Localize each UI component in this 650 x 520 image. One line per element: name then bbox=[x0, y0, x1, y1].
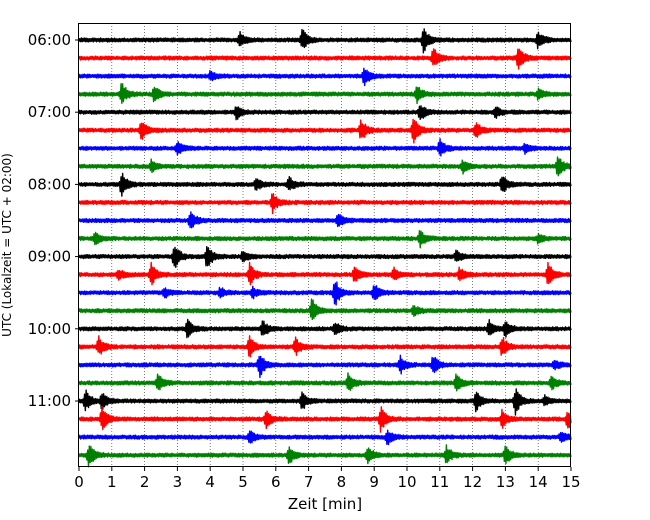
seismogram-trace bbox=[78, 118, 572, 144]
seismogram-trace bbox=[78, 211, 572, 229]
x-tick-label: 4 bbox=[205, 473, 215, 491]
x-axis: 0 1 2 3 4 5 6 7 8 9 10 11 12 13 14 15 bbox=[74, 467, 581, 491]
seismogram-trace bbox=[78, 372, 572, 392]
x-tick-label: 9 bbox=[369, 473, 379, 491]
x-tick-label: 8 bbox=[337, 473, 347, 491]
seismogram-trace bbox=[78, 405, 572, 433]
seismogram-trace bbox=[78, 318, 572, 339]
x-tick-label: 5 bbox=[238, 473, 248, 491]
seismogram-trace bbox=[78, 298, 572, 321]
seismogram-traces bbox=[78, 28, 572, 468]
seismogram-trace bbox=[78, 281, 572, 306]
y-tick-label: 06:00 bbox=[28, 31, 71, 49]
seismogram-trace bbox=[78, 261, 572, 286]
seismogram-trace bbox=[78, 193, 572, 215]
seismogram-trace bbox=[78, 429, 572, 446]
seismogram-trace bbox=[78, 229, 572, 249]
seismogram-trace bbox=[78, 83, 572, 105]
x-axis-label: Zeit [min] bbox=[288, 495, 362, 513]
x-tick-label: 2 bbox=[140, 473, 150, 491]
seismogram-trace bbox=[78, 48, 572, 70]
y-axis: 06:00 07:00 08:00 09:00 10:00 11:00 bbox=[28, 31, 79, 410]
seismogram-trace bbox=[78, 105, 572, 121]
y-tick-label: 10:00 bbox=[28, 320, 71, 338]
y-axis-label: UTC (Lokalzeit = UTC + 02:00) bbox=[0, 153, 14, 337]
grid-lines bbox=[111, 23, 539, 467]
seismogram-trace bbox=[78, 444, 572, 468]
seismogram-trace bbox=[78, 388, 572, 416]
x-tick-label: 6 bbox=[271, 473, 281, 491]
seismogram-trace bbox=[78, 354, 572, 379]
x-tick-label: 10 bbox=[397, 473, 416, 491]
x-tick-label: 11 bbox=[430, 473, 449, 491]
y-tick-label: 08:00 bbox=[28, 175, 71, 193]
y-tick-label: 11:00 bbox=[28, 392, 71, 410]
x-tick-label: 0 bbox=[74, 473, 84, 491]
seismogram-trace bbox=[78, 156, 572, 177]
x-tick-label: 14 bbox=[529, 473, 548, 491]
plot-frame bbox=[78, 23, 571, 467]
seismogram-trace bbox=[78, 138, 572, 157]
y-tick-label: 07:00 bbox=[28, 103, 71, 121]
x-tick-label: 3 bbox=[173, 473, 183, 491]
x-tick-label: 13 bbox=[496, 473, 515, 491]
x-tick-label: 7 bbox=[304, 473, 314, 491]
seismogram-trace bbox=[78, 172, 572, 197]
seismogram-trace bbox=[78, 335, 572, 358]
x-tick-label: 1 bbox=[107, 473, 117, 491]
x-tick-label: 15 bbox=[561, 473, 580, 491]
y-tick-label: 09:00 bbox=[28, 248, 71, 266]
seismogram-trace bbox=[78, 245, 572, 269]
seismogram-trace bbox=[78, 28, 572, 54]
x-tick-label: 12 bbox=[463, 473, 482, 491]
seismogram-trace bbox=[78, 67, 572, 87]
